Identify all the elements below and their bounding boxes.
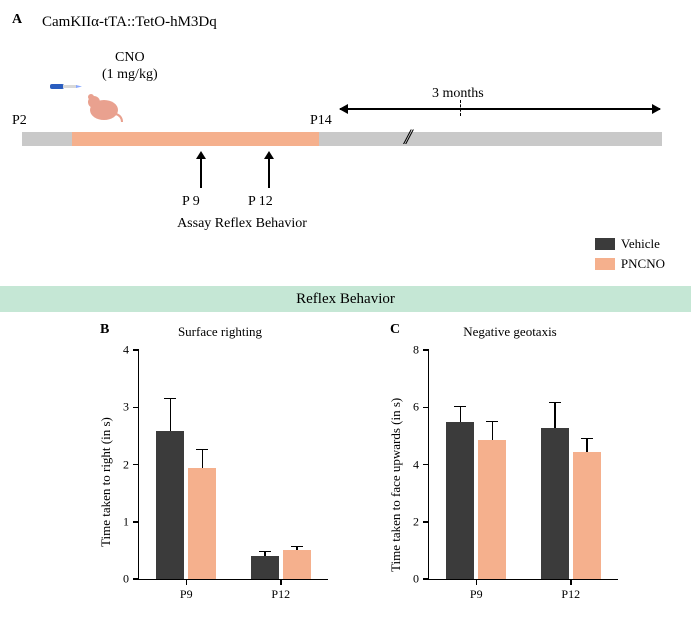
xtick-label: P9 — [470, 587, 483, 602]
error-cap — [291, 546, 303, 548]
chart-b-plot: 01234P9P12 — [138, 350, 328, 580]
error-bar — [170, 399, 172, 432]
bar — [283, 550, 311, 579]
xtick — [570, 579, 572, 585]
error-cap — [454, 406, 466, 408]
assay-p12-label: P 12 — [248, 194, 273, 210]
legend-row-vehicle: Vehicle — [595, 236, 665, 252]
months-dash — [460, 100, 461, 116]
assay-arrow-p12 — [268, 158, 270, 188]
bar — [573, 452, 601, 579]
ytick — [423, 464, 429, 466]
bar — [156, 431, 184, 579]
timeline-seg-post — [319, 132, 662, 146]
ytick-label: 1 — [123, 514, 129, 529]
mouse-pup-icon — [82, 88, 124, 124]
ytick-label: 2 — [413, 514, 419, 529]
ytick-label: 4 — [413, 457, 419, 472]
bar — [478, 440, 506, 579]
timeline-p2-label: P2 — [12, 113, 27, 129]
xtick — [280, 579, 282, 585]
bar — [188, 468, 216, 579]
ytick-label: 6 — [413, 400, 419, 415]
error-cap — [164, 398, 176, 400]
ytick — [133, 578, 139, 580]
ytick-label: 0 — [123, 572, 129, 587]
chart-b-title: Surface righting — [120, 324, 320, 340]
error-cap — [259, 551, 271, 553]
ytick — [423, 578, 429, 580]
error-bar — [202, 450, 204, 468]
ytick-label: 8 — [413, 343, 419, 358]
assay-arrow-p9 — [200, 158, 202, 188]
legend-swatch-pncno — [595, 258, 615, 270]
timeline-seg-pre — [22, 132, 72, 146]
panel-a-title: CamKIIα-tTA::TetO-hM3Dq — [42, 14, 217, 31]
ytick — [133, 407, 139, 409]
error-bar — [586, 438, 588, 451]
chart-b: B Surface righting Time taken to right (… — [100, 322, 340, 612]
error-cap — [486, 421, 498, 423]
error-bar — [460, 406, 462, 422]
chart-b-ylabel: Time taken to right (in s) — [98, 417, 114, 547]
timeline — [22, 132, 662, 146]
error-cap — [549, 402, 561, 404]
ytick-label: 0 — [413, 572, 419, 587]
error-bar — [492, 422, 494, 441]
panel-c-label: C — [390, 322, 400, 338]
xtick-label: P12 — [271, 587, 290, 602]
ytick — [423, 407, 429, 409]
timeline-break: // — [404, 124, 408, 150]
panel-b-label: B — [100, 322, 109, 338]
xtick — [476, 579, 478, 585]
ytick — [133, 349, 139, 351]
bar — [251, 556, 279, 579]
bar — [541, 428, 569, 579]
legend-swatch-vehicle — [595, 238, 615, 250]
months-arrow — [340, 108, 660, 110]
ytick — [133, 521, 139, 523]
ytick-label: 4 — [123, 343, 129, 358]
cno-text: CNO (1 mg/kg) — [102, 50, 158, 84]
error-cap — [196, 449, 208, 451]
cno-label: CNO (1 mg/kg) — [102, 50, 158, 84]
xtick — [186, 579, 188, 585]
xtick-label: P12 — [561, 587, 580, 602]
chart-c: C Negative geotaxis Time taken to face u… — [390, 322, 630, 612]
ytick — [423, 349, 429, 351]
timeline-p14-label: P14 — [310, 113, 332, 129]
section-banner: Reflex Behavior — [0, 286, 691, 312]
assay-p9-label: P 9 — [182, 194, 200, 210]
legend: Vehicle PNCNO — [595, 236, 665, 276]
ytick-label: 2 — [123, 457, 129, 472]
chart-c-plot: 02468P9P12 — [428, 350, 618, 580]
timeline-seg-cno — [72, 132, 319, 146]
months-label: 3 months — [432, 86, 484, 102]
ytick — [423, 521, 429, 523]
bar — [446, 422, 474, 579]
legend-label-vehicle: Vehicle — [621, 236, 660, 252]
legend-label-pncno: PNCNO — [621, 256, 665, 272]
error-bar — [554, 403, 556, 429]
error-cap — [581, 438, 593, 440]
legend-row-pncno: PNCNO — [595, 256, 665, 272]
chart-c-title: Negative geotaxis — [410, 324, 610, 340]
ytick — [133, 464, 139, 466]
xtick-label: P9 — [180, 587, 193, 602]
assay-text: Assay Reflex Behavior — [162, 216, 322, 232]
chart-c-ylabel: Time taken to face upwards (in s) — [388, 398, 404, 572]
panel-a-label: A — [12, 12, 22, 28]
ytick-label: 3 — [123, 400, 129, 415]
